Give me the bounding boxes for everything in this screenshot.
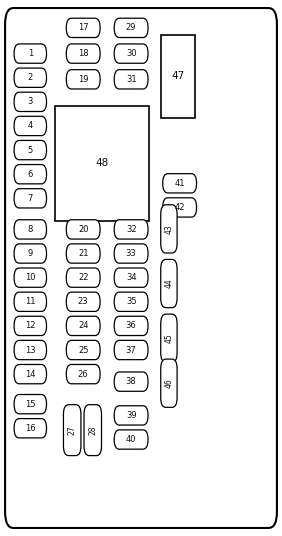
Text: 35: 35 [126, 297, 136, 306]
FancyBboxPatch shape [14, 68, 47, 87]
Text: 42: 42 [174, 203, 185, 212]
FancyBboxPatch shape [163, 198, 197, 217]
Text: 10: 10 [25, 273, 36, 282]
FancyBboxPatch shape [66, 70, 100, 89]
FancyBboxPatch shape [14, 116, 47, 136]
FancyBboxPatch shape [66, 244, 100, 263]
Text: 33: 33 [126, 249, 136, 258]
Text: 48: 48 [96, 158, 109, 168]
FancyBboxPatch shape [114, 340, 148, 360]
FancyBboxPatch shape [14, 364, 47, 384]
FancyBboxPatch shape [161, 205, 177, 253]
Text: 9: 9 [28, 249, 33, 258]
Text: 17: 17 [78, 24, 89, 32]
Text: 34: 34 [126, 273, 136, 282]
Text: 26: 26 [78, 370, 89, 378]
Text: 29: 29 [126, 24, 136, 32]
FancyBboxPatch shape [114, 268, 148, 287]
FancyBboxPatch shape [14, 92, 47, 111]
Text: 19: 19 [78, 75, 89, 84]
Text: 38: 38 [126, 377, 136, 386]
FancyBboxPatch shape [161, 359, 177, 407]
Text: 45: 45 [164, 333, 173, 343]
Text: 37: 37 [126, 346, 136, 354]
Bar [161, 35, 195, 118]
Text: 1: 1 [28, 49, 33, 58]
Text: 43: 43 [164, 224, 173, 234]
Bar [55, 106, 149, 221]
FancyBboxPatch shape [114, 372, 148, 391]
Text: 5: 5 [28, 146, 33, 154]
FancyBboxPatch shape [114, 220, 148, 239]
Text: 11: 11 [25, 297, 36, 306]
FancyBboxPatch shape [66, 316, 100, 336]
FancyBboxPatch shape [114, 292, 148, 311]
Text: 16: 16 [25, 424, 36, 433]
Text: 39: 39 [126, 411, 136, 420]
FancyBboxPatch shape [14, 189, 47, 208]
FancyBboxPatch shape [14, 419, 47, 438]
Text: 23: 23 [78, 297, 89, 306]
FancyBboxPatch shape [163, 174, 197, 193]
FancyBboxPatch shape [114, 44, 148, 63]
FancyBboxPatch shape [114, 70, 148, 89]
Text: 24: 24 [78, 322, 89, 330]
FancyBboxPatch shape [161, 314, 177, 362]
FancyBboxPatch shape [14, 165, 47, 184]
Text: 4: 4 [28, 122, 33, 130]
FancyBboxPatch shape [66, 268, 100, 287]
Text: 15: 15 [25, 400, 36, 408]
Text: 28: 28 [88, 426, 97, 435]
FancyBboxPatch shape [114, 18, 148, 38]
FancyBboxPatch shape [84, 405, 102, 456]
FancyBboxPatch shape [66, 340, 100, 360]
FancyBboxPatch shape [14, 268, 47, 287]
Text: 2: 2 [28, 73, 33, 82]
Text: 8: 8 [28, 225, 33, 234]
Text: 44: 44 [164, 279, 173, 288]
FancyBboxPatch shape [66, 292, 100, 311]
Text: 41: 41 [174, 179, 185, 188]
FancyBboxPatch shape [114, 430, 148, 449]
FancyBboxPatch shape [114, 244, 148, 263]
FancyBboxPatch shape [161, 259, 177, 308]
FancyBboxPatch shape [14, 340, 47, 360]
Text: 12: 12 [25, 322, 36, 330]
FancyBboxPatch shape [14, 292, 47, 311]
FancyBboxPatch shape [63, 405, 81, 456]
Text: 20: 20 [78, 225, 89, 234]
Text: 25: 25 [78, 346, 89, 354]
Text: 14: 14 [25, 370, 36, 378]
Text: 30: 30 [126, 49, 136, 58]
FancyBboxPatch shape [114, 316, 148, 336]
Text: 40: 40 [126, 435, 136, 444]
FancyBboxPatch shape [14, 44, 47, 63]
Text: 22: 22 [78, 273, 89, 282]
Text: 46: 46 [164, 378, 173, 388]
Text: 21: 21 [78, 249, 89, 258]
Text: 31: 31 [126, 75, 136, 84]
FancyBboxPatch shape [14, 220, 47, 239]
Text: 27: 27 [68, 426, 77, 435]
Text: 47: 47 [171, 71, 184, 81]
Text: 3: 3 [28, 98, 33, 106]
Text: 32: 32 [126, 225, 136, 234]
FancyBboxPatch shape [66, 220, 100, 239]
FancyBboxPatch shape [66, 18, 100, 38]
FancyBboxPatch shape [5, 8, 277, 528]
Text: 13: 13 [25, 346, 36, 354]
FancyBboxPatch shape [14, 244, 47, 263]
FancyBboxPatch shape [66, 44, 100, 63]
Text: 36: 36 [126, 322, 136, 330]
FancyBboxPatch shape [14, 394, 47, 414]
Text: 6: 6 [28, 170, 33, 178]
Text: 7: 7 [28, 194, 33, 203]
FancyBboxPatch shape [66, 364, 100, 384]
FancyBboxPatch shape [14, 140, 47, 160]
FancyBboxPatch shape [14, 316, 47, 336]
FancyBboxPatch shape [114, 406, 148, 425]
Text: 18: 18 [78, 49, 89, 58]
